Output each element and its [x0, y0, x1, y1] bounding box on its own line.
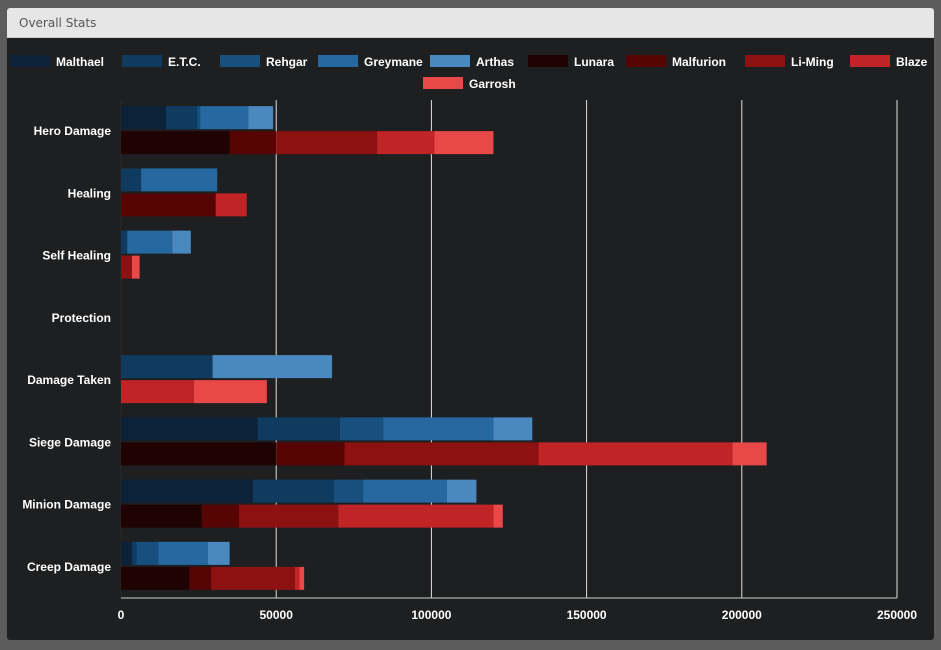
legend-swatch-blaze [850, 55, 890, 67]
category-label-hero-damage: Hero Damage [34, 124, 112, 138]
x-tick-label-0: 0 [118, 608, 125, 622]
bar-hero-damage-rehgar [197, 106, 201, 130]
legend-swatch-malthael [10, 55, 50, 67]
bar-hero-damage-malthael [121, 106, 167, 130]
category-label-self-healing: Self Healing [42, 249, 111, 263]
legend-label-blaze: Blaze [896, 55, 928, 69]
legend-label-malfurion: Malfurion [672, 55, 726, 69]
bar-creep-damage-blaze [294, 566, 300, 590]
legend-label-arthas: Arthas [476, 55, 514, 69]
bar-creep-damage-arthas [207, 541, 230, 565]
category-label-siege-damage: Siege Damage [29, 435, 111, 449]
bar-minion-damage-malfurion [201, 504, 239, 528]
x-tick-label-50000: 50000 [260, 608, 294, 622]
legend-label-lunara: Lunara [574, 55, 614, 69]
bar-damage-taken-e-t-c [121, 355, 213, 379]
legend-swatch-greymane [318, 55, 358, 67]
bar-minion-damage-garrosh [493, 504, 503, 528]
legend-swatch-e-t-c [122, 55, 162, 67]
bar-minion-damage-blaze [338, 504, 494, 528]
bar-hero-damage-blaze [377, 131, 435, 155]
x-tick-label-150000: 150000 [567, 608, 607, 622]
legend-swatch-rehgar [220, 55, 260, 67]
panel-title: Overall Stats [19, 15, 97, 30]
legend-swatch-malfurion [626, 55, 666, 67]
bar-minion-damage-malthael [121, 479, 253, 503]
bar-creep-damage-garrosh [299, 566, 305, 590]
legend-label-rehgar: Rehgar [266, 55, 308, 69]
bar-creep-damage-greymane [158, 541, 208, 565]
bar-hero-damage-li-ming [276, 131, 378, 155]
bar-hero-damage-arthas [248, 106, 274, 130]
bar-minion-damage-e-t-c [252, 479, 334, 503]
bar-creep-damage-li-ming [211, 566, 295, 590]
bar-damage-taken-arthas [212, 355, 333, 379]
legend-label-malthael: Malthael [56, 55, 104, 69]
bar-minion-damage-li-ming [238, 504, 339, 528]
bar-creep-damage-malfurion [189, 566, 212, 590]
panel-header: Overall Stats [7, 8, 934, 38]
bar-siege-damage-lunara [121, 442, 277, 466]
bar-minion-damage-rehgar [333, 479, 364, 503]
legend-swatch-li-ming [745, 55, 785, 67]
category-label-protection: Protection [52, 311, 111, 325]
bar-hero-damage-greymane [200, 106, 249, 130]
legend-label-garrosh: Garrosh [469, 77, 516, 91]
legend-label-e-t-c: E.T.C. [168, 55, 201, 69]
bar-damage-taken-blaze [121, 380, 194, 404]
bar-healing-blaze [215, 193, 247, 217]
bar-siege-damage-malfurion [276, 442, 345, 466]
bar-creep-damage-e-t-c [131, 541, 137, 565]
category-label-minion-damage: Minion Damage [22, 498, 111, 512]
bar-siege-damage-li-ming [344, 442, 539, 466]
category-label-damage-taken: Damage Taken [27, 373, 111, 387]
bar-healing-greymane [141, 168, 218, 192]
bar-hero-damage-garrosh [434, 131, 494, 155]
bar-creep-damage-lunara [121, 566, 190, 590]
stats-bar-chart: Malthael E.T.C. Rehgar Greymane Arthas Lunara… [10, 55, 928, 622]
bar-siege-damage-rehgar [339, 417, 384, 441]
bar-hero-damage-malfurion [229, 131, 277, 155]
bar-creep-damage-malthael [121, 541, 132, 565]
bar-healing-malfurion [121, 193, 216, 217]
bar-siege-damage-malthael [121, 417, 258, 441]
bar-minion-damage-greymane [363, 479, 447, 503]
bar-healing-e-t-c [121, 168, 142, 192]
bar-self-healing-e-t-c [121, 230, 128, 254]
bar-self-healing-li-ming [121, 255, 132, 279]
bar-siege-damage-greymane [383, 417, 494, 441]
bar-minion-damage-arthas [446, 479, 477, 503]
legend-label-greymane: Greymane [364, 55, 423, 69]
bar-self-healing-arthas [172, 230, 191, 254]
bar-self-healing-garrosh [131, 255, 140, 279]
legend-swatch-garrosh [423, 77, 463, 89]
x-tick-label-200000: 200000 [722, 608, 762, 622]
legend-label-li-ming: Li-Ming [791, 55, 834, 69]
bar-siege-damage-blaze [538, 442, 733, 466]
x-tick-label-100000: 100000 [411, 608, 451, 622]
bar-siege-damage-e-t-c [257, 417, 340, 441]
bar-siege-damage-arthas [493, 417, 533, 441]
bar-hero-damage-lunara [121, 131, 230, 155]
bar-self-healing-greymane [127, 230, 173, 254]
bar-creep-damage-rehgar [136, 541, 159, 565]
category-label-healing: Healing [68, 186, 111, 200]
bar-siege-damage-garrosh [732, 442, 767, 466]
category-label-creep-damage: Creep Damage [27, 560, 111, 574]
bar-damage-taken-garrosh [193, 380, 267, 404]
x-tick-label-250000: 250000 [877, 608, 917, 622]
legend-swatch-arthas [430, 55, 470, 67]
overall-stats-panel: Overall Stats Malthael E.T.C. Rehgar Greyma… [7, 8, 934, 640]
bar-hero-damage-e-t-c [166, 106, 198, 130]
legend-swatch-lunara [528, 55, 568, 67]
bar-minion-damage-lunara [121, 504, 202, 528]
